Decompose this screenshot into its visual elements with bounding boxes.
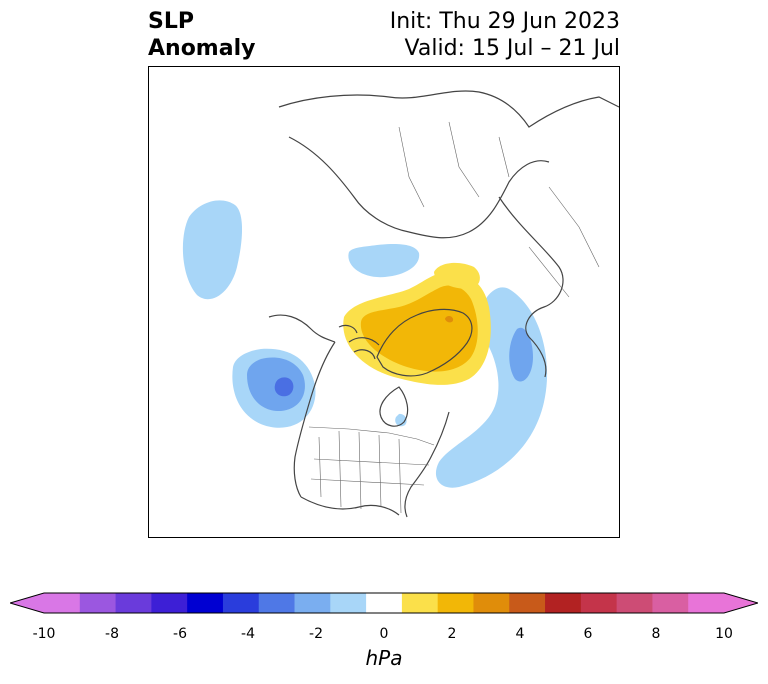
colorbar-segment [509, 593, 546, 613]
colorbar-segment [652, 593, 689, 613]
negative-anomaly-pacific [182, 200, 243, 300]
colorbar-over-extension [724, 593, 758, 613]
canada-arctic-islands [338, 324, 380, 360]
colorbar-tick-label: -4 [241, 626, 255, 642]
colorbar-under-extension [10, 593, 44, 613]
coastlines [268, 90, 619, 518]
title-line-1: SLP [148, 9, 194, 34]
colorbar-tick-label: 8 [651, 626, 661, 642]
us-canada-border [308, 426, 435, 446]
negative-anomaly-arctic [348, 243, 420, 278]
negative-anomaly-atlantic-core [509, 327, 533, 382]
colorbar-tick-label: -8 [105, 626, 119, 642]
siberia-coast [288, 136, 550, 239]
colorbar-segment [545, 593, 582, 613]
colorbar-segment [222, 593, 260, 613]
colorbar-segment [616, 593, 653, 613]
europe-coast [498, 196, 564, 378]
hudson-bay [379, 386, 409, 427]
valid-date: Valid: 15 Jul – 21 Jul [404, 36, 620, 61]
north-america-west-coast [293, 341, 336, 498]
map-canvas [182, 90, 619, 518]
colorbar-segment [366, 593, 403, 613]
colorbar-segment [473, 593, 510, 613]
north-america-east-coast [404, 411, 450, 518]
us-south-coast [300, 496, 400, 516]
positive-anomaly-greenland-extra [434, 262, 480, 289]
colorbar-tick-label: -10 [32, 626, 56, 642]
positive-anomaly-max-center [445, 316, 454, 323]
colorbar-tick-label: -6 [173, 626, 187, 642]
political-borders [308, 121, 600, 514]
colorbar-segments [10, 593, 758, 613]
colorbar-tick-label: 4 [515, 626, 525, 642]
forecast-dates: Init: Thu 29 Jun 2023 Valid: 15 Jul – 21… [390, 8, 620, 62]
eurasia-coast [278, 90, 619, 128]
colorbar-tick-label: 6 [583, 626, 593, 642]
colorbar-segment [688, 593, 725, 613]
colorbar-segment [294, 593, 331, 613]
colorbar-segment [79, 593, 117, 613]
colorbar-segment [580, 593, 618, 613]
colorbar-segment [115, 593, 152, 613]
colorbar [10, 592, 758, 614]
colorbar-tick-label: 10 [715, 626, 733, 642]
map-title: SLP Anomaly [148, 8, 255, 62]
colorbar-segment [151, 593, 188, 613]
colorbar-segment [187, 593, 224, 613]
map-panel [148, 66, 620, 538]
negative-anomaly-gulf-of-alaska-core [274, 377, 294, 397]
anomaly-field [182, 200, 548, 488]
colorbar-segment [44, 593, 81, 613]
negative-anomaly-small [395, 413, 407, 427]
colorbar-segment [330, 593, 367, 613]
colorbar-tick-label: 0 [379, 626, 389, 642]
asia-borders [398, 121, 600, 298]
positive-anomaly-greenland-core [360, 285, 478, 372]
colorbar-segment [401, 593, 439, 613]
colorbar-tick-label: 2 [447, 626, 457, 642]
init-date: Init: Thu 29 Jun 2023 [389, 9, 620, 34]
greenland-coast [376, 308, 473, 377]
title-line-2: Anomaly [148, 36, 256, 61]
colorbar-tick-label: -2 [309, 626, 323, 642]
colorbar-segment [258, 593, 296, 613]
colorbar-segment [437, 593, 474, 613]
alaska-coast [268, 314, 336, 343]
colorbar-outline [10, 592, 758, 614]
us-state-lines [310, 430, 430, 514]
colorbar-unit-label: hPa [365, 646, 403, 670]
